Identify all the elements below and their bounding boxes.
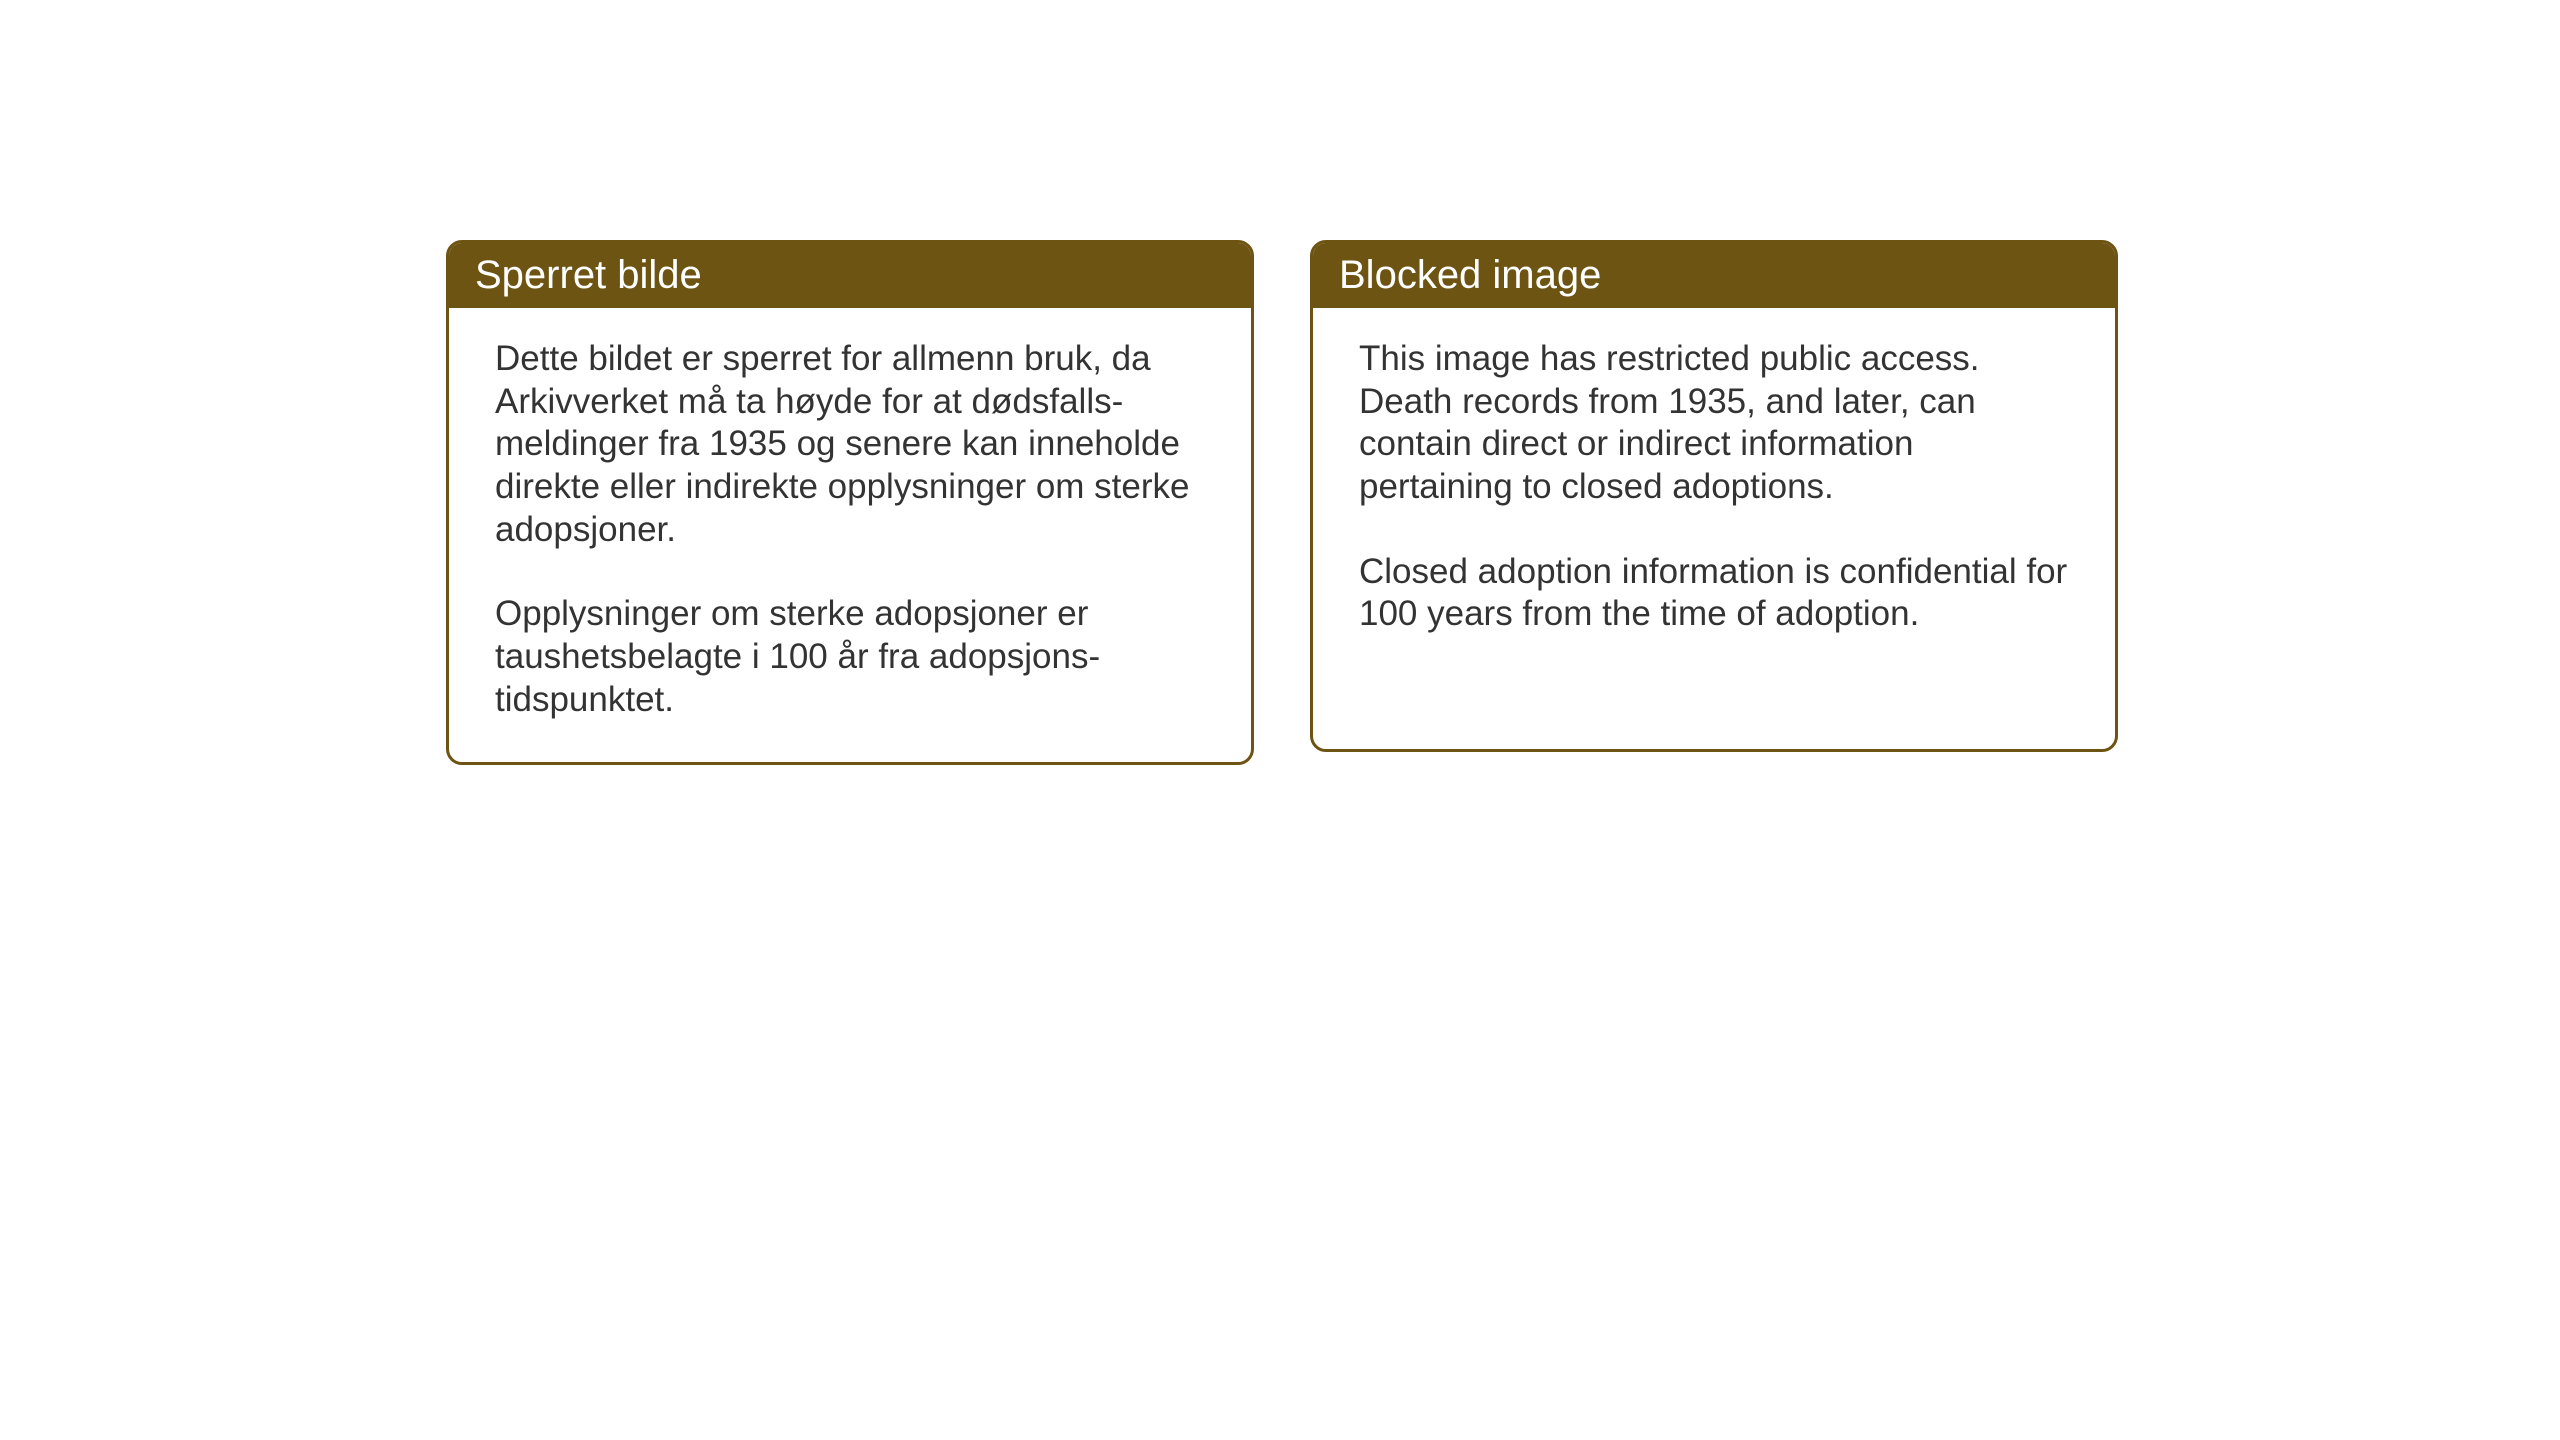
card-para1-norwegian: Dette bildet er sperret for allmenn bruk… [495, 338, 1205, 551]
card-title-norwegian: Sperret bilde [475, 253, 702, 297]
card-norwegian: Sperret bilde Dette bildet er sperret fo… [446, 240, 1254, 765]
card-para1-english: This image has restricted public access.… [1359, 338, 2069, 509]
card-body-norwegian: Dette bildet er sperret for allmenn bruk… [449, 308, 1251, 762]
card-english: Blocked image This image has restricted … [1310, 240, 2118, 752]
card-body-english: This image has restricted public access.… [1313, 308, 2115, 676]
card-title-english: Blocked image [1339, 253, 1601, 297]
card-para2-english: Closed adoption information is confident… [1359, 551, 2069, 636]
card-header-english: Blocked image [1313, 243, 2115, 308]
card-para2-norwegian: Opplysninger om sterke adopsjoner er tau… [495, 593, 1205, 721]
cards-container: Sperret bilde Dette bildet er sperret fo… [446, 240, 2118, 765]
card-header-norwegian: Sperret bilde [449, 243, 1251, 308]
